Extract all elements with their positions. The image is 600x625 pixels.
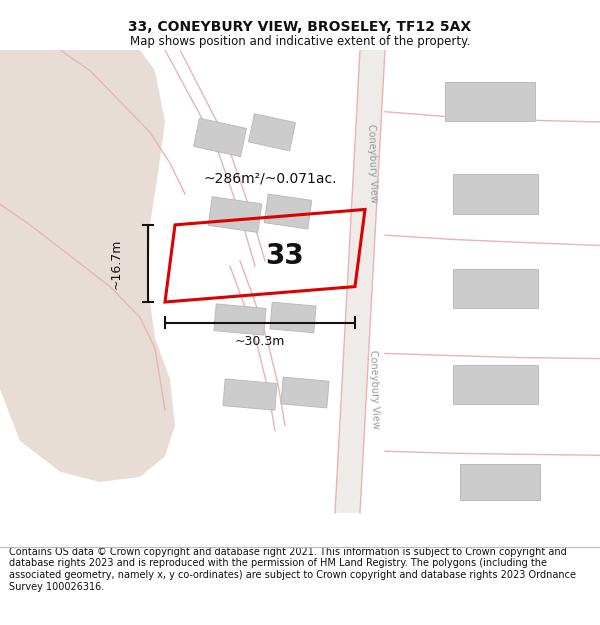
- Text: Map shows position and indicative extent of the property.: Map shows position and indicative extent…: [130, 35, 470, 48]
- Text: 33, CONEYBURY VIEW, BROSELEY, TF12 5AX: 33, CONEYBURY VIEW, BROSELEY, TF12 5AX: [128, 20, 472, 34]
- Text: ~30.3m: ~30.3m: [235, 334, 285, 348]
- Polygon shape: [214, 304, 266, 335]
- Polygon shape: [452, 365, 538, 404]
- Polygon shape: [208, 197, 262, 232]
- Polygon shape: [445, 82, 535, 121]
- Text: Coneybury View: Coneybury View: [368, 350, 380, 429]
- Text: ~286m²/~0.071ac.: ~286m²/~0.071ac.: [203, 172, 337, 186]
- Text: 33: 33: [266, 242, 304, 270]
- Polygon shape: [270, 302, 316, 332]
- Polygon shape: [194, 118, 247, 157]
- Polygon shape: [281, 377, 329, 408]
- Polygon shape: [248, 114, 295, 151]
- Text: Coneybury View: Coneybury View: [365, 124, 379, 203]
- Polygon shape: [223, 379, 277, 410]
- Polygon shape: [335, 50, 385, 513]
- Text: ~16.7m: ~16.7m: [110, 238, 122, 289]
- Polygon shape: [460, 464, 540, 500]
- Polygon shape: [452, 269, 538, 308]
- Polygon shape: [0, 50, 175, 482]
- Polygon shape: [452, 174, 538, 214]
- Polygon shape: [264, 194, 312, 229]
- Text: Contains OS data © Crown copyright and database right 2021. This information is : Contains OS data © Crown copyright and d…: [9, 547, 576, 592]
